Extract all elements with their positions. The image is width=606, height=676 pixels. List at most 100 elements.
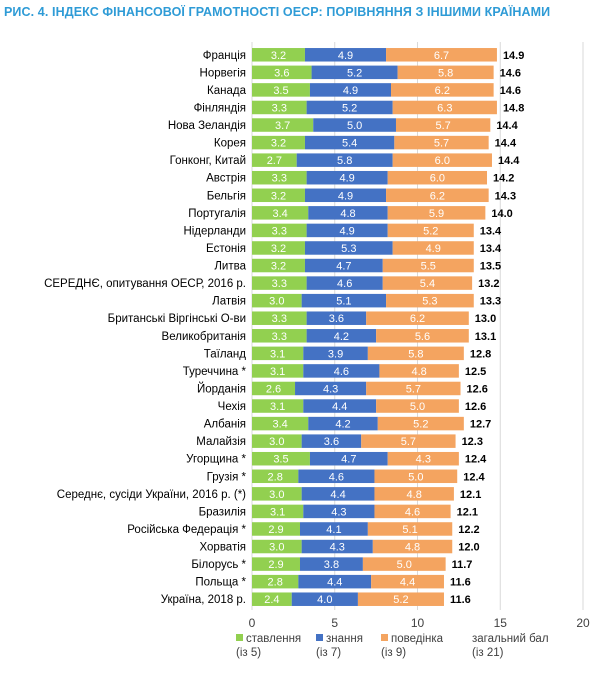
x-tick-label-1: 5 — [331, 616, 338, 630]
bar-attitude-16 — [252, 329, 307, 343]
bar-behavior-9 — [387, 206, 486, 220]
bar-label-behavior-21: 5.2 — [413, 419, 428, 431]
bar-behavior-3 — [392, 100, 497, 115]
total-label-8: 14.3 — [495, 190, 516, 202]
bar-knowledge-11 — [304, 241, 393, 255]
bar-label-knowledge-22: 3.6 — [324, 436, 339, 448]
bar-knowledge-21 — [308, 416, 378, 431]
bar-label-behavior-8: 6.2 — [430, 190, 445, 202]
total-label-15: 13.0 — [475, 313, 496, 325]
bar-label-attitude-29: 2.9 — [268, 559, 283, 571]
category-label-9: Португалія — [188, 208, 246, 220]
bar-label-knowledge-10: 4.9 — [340, 225, 355, 237]
bar-label-attitude-13: 3.3 — [272, 278, 287, 290]
bar-knowledge-27 — [299, 522, 368, 536]
bar-label-attitude-2: 3.5 — [273, 85, 288, 97]
bar-label-attitude-14: 3.0 — [269, 296, 284, 308]
bar-label-knowledge-28: 4.3 — [330, 542, 345, 554]
bar-behavior-26 — [374, 504, 451, 519]
category-label-20: Чехія — [218, 401, 246, 413]
legend-sub-knowledge: (із 7) — [316, 647, 342, 659]
legend-swatch-attitude — [236, 634, 243, 641]
bar-attitude-10 — [252, 223, 307, 238]
bar-behavior-8 — [386, 188, 489, 203]
bar-label-attitude-27: 2.9 — [268, 524, 283, 536]
legend-swatch-behavior — [381, 634, 388, 641]
bar-label-knowledge-0: 4.9 — [338, 50, 353, 62]
bar-knowledge-10 — [306, 223, 388, 238]
bar-label-behavior-18: 4.8 — [412, 366, 427, 378]
bar-label-behavior-23: 4.3 — [416, 454, 431, 466]
bar-label-attitude-21: 3.4 — [272, 419, 287, 431]
bar-attitude-5 — [252, 135, 305, 150]
x-tick-label-3: 15 — [494, 616, 508, 630]
bar-knowledge-25 — [301, 487, 375, 501]
bar-label-behavior-2: 6.2 — [435, 85, 450, 97]
bar-label-attitude-22: 3.0 — [269, 436, 284, 448]
bar-knowledge-12 — [304, 258, 383, 273]
bar-label-behavior-12: 5.5 — [421, 261, 436, 273]
bar-label-knowledge-15: 3.6 — [329, 313, 344, 325]
bar-attitude-30 — [252, 574, 299, 589]
category-label-4: Нова Зеландія — [168, 120, 246, 132]
bar-behavior-4 — [395, 118, 491, 132]
legend-sub-attitude: (із 5) — [236, 647, 262, 659]
bar-label-behavior-0: 6.7 — [434, 50, 449, 62]
x-tick-label-4: 20 — [576, 616, 590, 630]
category-label-3: Фінляндія — [194, 102, 246, 114]
bar-label-knowledge-3: 5.2 — [342, 102, 357, 114]
bar-behavior-12 — [382, 258, 474, 273]
bar-knowledge-20 — [303, 399, 377, 413]
bar-label-knowledge-30: 4.4 — [327, 577, 342, 589]
bar-attitude-27 — [252, 522, 300, 536]
legend-item-knowledge: знання (із 7) — [316, 632, 363, 660]
bar-knowledge-26 — [303, 504, 375, 519]
bar-behavior-25 — [374, 487, 454, 501]
bar-label-knowledge-17: 3.9 — [328, 348, 343, 360]
total-label-14: 13.3 — [480, 296, 501, 308]
bar-label-attitude-20: 3.1 — [270, 401, 285, 413]
bar-knowledge-2 — [309, 83, 392, 97]
total-label-4: 14.4 — [496, 120, 518, 132]
total-label-28: 12.0 — [458, 542, 479, 554]
bar-knowledge-29 — [299, 557, 363, 571]
x-tick-label-0: 0 — [249, 616, 256, 630]
total-label-18: 12.5 — [465, 366, 486, 378]
bar-label-attitude-17: 3.1 — [270, 348, 285, 360]
category-label-5: Корея — [214, 138, 246, 150]
bar-label-behavior-4: 5.7 — [436, 120, 451, 132]
bar-label-attitude-5: 3.2 — [271, 138, 286, 150]
category-label-14: Латвія — [212, 296, 246, 308]
bar-attitude-22 — [252, 434, 302, 448]
bar-label-behavior-22: 5.7 — [401, 436, 416, 448]
bar-label-knowledge-16: 4.2 — [334, 331, 349, 343]
x-tick-label-2: 10 — [411, 616, 425, 630]
bar-label-knowledge-1: 5.2 — [347, 67, 362, 79]
bar-behavior-18 — [379, 364, 459, 378]
bar-label-behavior-13: 5.4 — [420, 278, 435, 290]
bar-behavior-16 — [376, 329, 469, 343]
bar-label-knowledge-24: 4.6 — [329, 471, 344, 483]
bar-knowledge-0 — [304, 48, 387, 62]
category-label-19: Йорданія — [197, 382, 246, 395]
legend-sub-behavior: (із 9) — [381, 647, 407, 659]
category-label-24: Грузія * — [207, 471, 247, 483]
bar-knowledge-9 — [308, 206, 388, 220]
total-label-29: 11.7 — [452, 559, 473, 571]
bar-knowledge-14 — [301, 293, 387, 308]
legend-sub-total: (із 21) — [472, 647, 504, 659]
category-label-15: Британські Віргінські О-ви — [108, 313, 246, 325]
bar-label-knowledge-29: 3.8 — [324, 559, 339, 571]
category-label-16: Великобританія — [162, 331, 246, 343]
bar-attitude-12 — [252, 258, 305, 273]
bar-knowledge-24 — [298, 469, 375, 484]
bar-label-behavior-27: 5.1 — [402, 524, 417, 536]
category-label-1: Норвегія — [200, 67, 246, 79]
bar-attitude-9 — [252, 206, 309, 220]
bar-attitude-19 — [252, 381, 296, 396]
category-label-30: Польща * — [195, 577, 246, 589]
bar-label-behavior-30: 4.4 — [400, 577, 415, 589]
bar-label-behavior-9: 5.9 — [429, 208, 444, 220]
bar-attitude-0 — [252, 48, 305, 62]
bar-label-behavior-28: 4.8 — [405, 542, 420, 554]
